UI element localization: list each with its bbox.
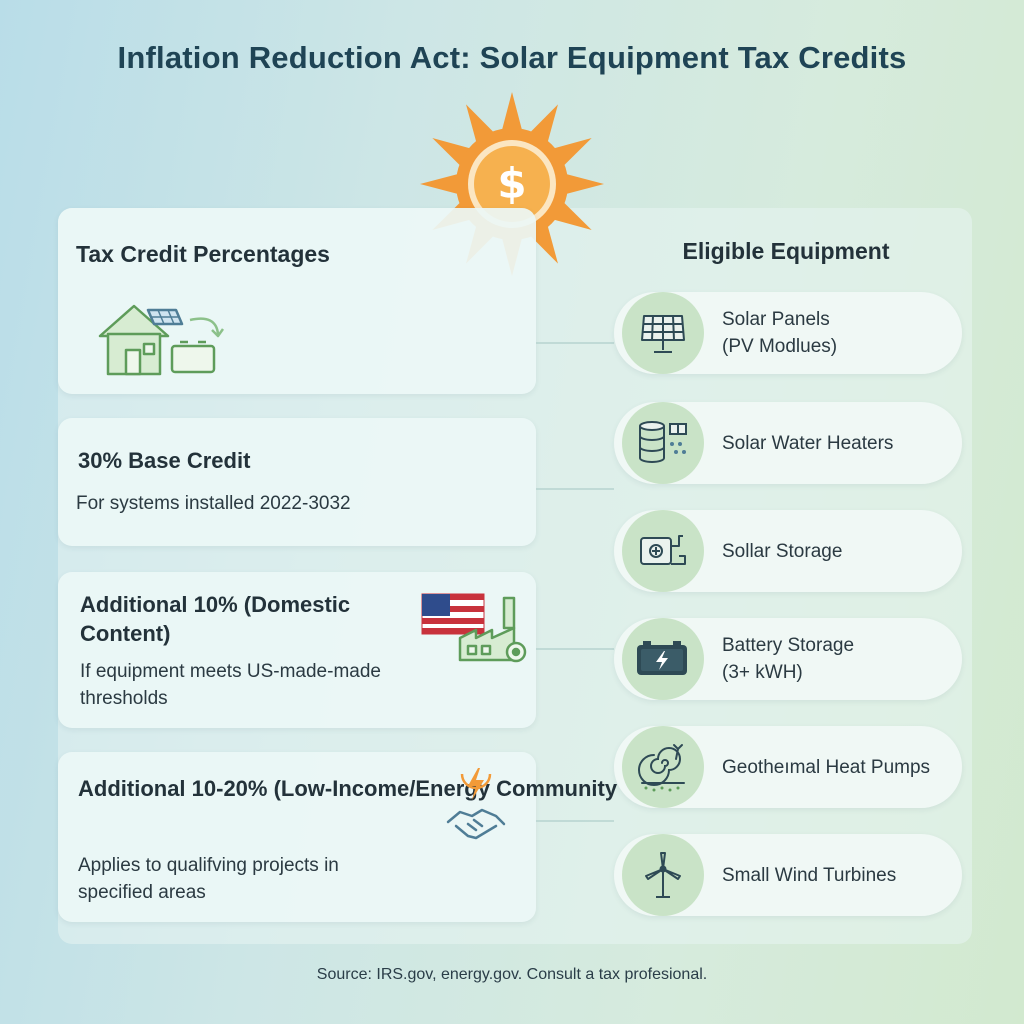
water-heater-icon (622, 402, 704, 484)
low-income-desc: Applies to qualifving projects in specif… (78, 855, 339, 903)
connector-line (536, 488, 614, 490)
equipment-label: Solar Panels (722, 309, 830, 330)
solar-panel-icon (622, 292, 704, 374)
page-title: Inflation Reduction Act: Solar Equipment… (117, 40, 907, 75)
tax-credit-heading: Tax Credit Percentages (76, 241, 330, 267)
domestic-content-desc: If equipment meets US-made-made threshol… (80, 661, 381, 709)
equipment-item-wind-turbines: Small Wind Turbines (614, 834, 962, 916)
svg-text:$: $ (497, 159, 526, 208)
source-note: Source: IRS.gov, energy.gov. Consult a t… (316, 966, 708, 983)
base-credit-card: 30% Base Credit For systems installed 20… (58, 418, 536, 546)
equipment-label: Geotheımal Heat Pumps (722, 756, 931, 778)
equipment-item-storage: Sollar Storage (614, 510, 962, 592)
storage-icon (622, 510, 704, 592)
connector-line (536, 648, 614, 650)
lightning-handshake-icon (446, 768, 506, 840)
geothermal-icon (622, 726, 704, 808)
battery-icon (622, 618, 704, 700)
equipment-label: Small Wind Turbines (722, 864, 897, 886)
equipment-label: Sollar Storage (722, 540, 843, 562)
equipment-sublabel: (PV Modlues) (722, 336, 838, 357)
low-income-card: Additional 10-20% (Low-Income/Energy Com… (58, 752, 618, 922)
equipment-item-water-heaters: Solar Water Heaters (614, 402, 962, 484)
equipment-label: Battery Storage (722, 635, 855, 656)
connector-line (536, 820, 614, 822)
base-credit-desc: For systems installed 2022-3032 (76, 493, 351, 514)
eligible-equipment-heading: Eligible Equipment (682, 238, 890, 264)
domestic-content-title: Additional 10% (Domestic Content) (80, 592, 351, 646)
equipment-item-geothermal: Geotheımal Heat Pumps (614, 726, 962, 808)
equipment-sublabel: (3+ kWH) (722, 662, 803, 683)
wind-turbine-icon (622, 834, 704, 916)
equipment-label: Solar Water Heaters (722, 432, 894, 454)
connector-line (536, 342, 614, 344)
equipment-item-battery: Battery Storage (3+ kWH) (614, 618, 962, 700)
us-flag-factory-icon (421, 593, 527, 663)
low-income-title: Additional 10-20% (Low-Income/Energy Com… (78, 776, 618, 801)
base-credit-title: 30% Base Credit (78, 448, 251, 473)
equipment-item-solar-panels: Solar Panels (PV Modlues) (614, 292, 962, 374)
house-battery-icon (98, 304, 225, 376)
